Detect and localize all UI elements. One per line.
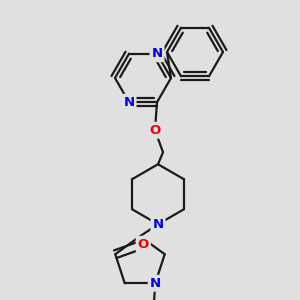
Text: O: O	[138, 238, 149, 251]
Text: N: N	[152, 47, 163, 60]
Text: N: N	[123, 96, 135, 109]
Text: N: N	[150, 277, 161, 290]
Text: N: N	[152, 218, 164, 231]
Text: O: O	[149, 124, 161, 137]
